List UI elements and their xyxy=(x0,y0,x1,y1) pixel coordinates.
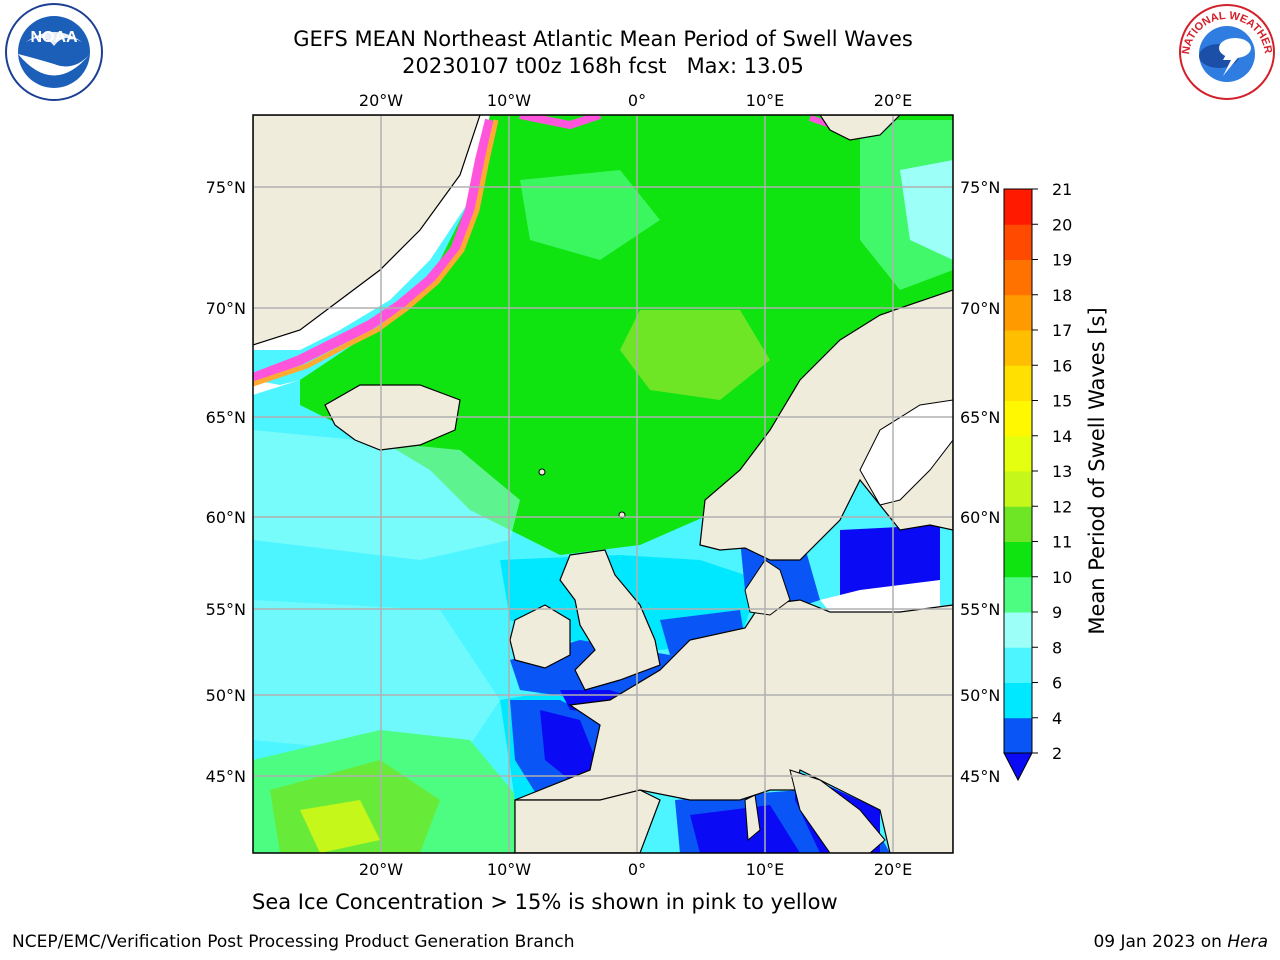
lat-label: 55°N xyxy=(960,600,1000,619)
colorbar-band xyxy=(1004,471,1032,507)
colorbar-tick-label: 15 xyxy=(1052,392,1072,411)
lon-label: 20°E xyxy=(874,860,912,879)
colorbar-band xyxy=(1004,612,1032,648)
chart-title: GEFS MEAN Northeast Atlantic Mean Period… xyxy=(293,27,913,51)
lat-label: 50°N xyxy=(206,686,246,705)
lat-label: 65°N xyxy=(960,408,1000,427)
colorbar-tick-label: 12 xyxy=(1052,497,1072,516)
colorbar-band xyxy=(1004,224,1032,260)
noaa-logo-text: NOAA xyxy=(30,29,78,46)
lat-labels-left: 75°N 70°N 65°N 60°N 55°N 50°N 45°N xyxy=(206,178,246,786)
colorbar-tick-label: 13 xyxy=(1052,462,1072,481)
colorbar-tick-label: 21 xyxy=(1052,180,1072,199)
colorbar-band xyxy=(1004,294,1032,331)
lon-label: 20°W xyxy=(359,91,403,110)
lon-label: 20°W xyxy=(359,860,403,879)
colorbar-tick-label: 17 xyxy=(1052,321,1072,340)
colorbar-band xyxy=(1004,647,1032,683)
colorbar-tick-label: 9 xyxy=(1052,603,1062,622)
colorbar-band xyxy=(1004,541,1032,578)
colorbar-tick-label: 16 xyxy=(1052,356,1072,375)
lat-label: 65°N xyxy=(206,408,246,427)
graticule xyxy=(253,115,953,853)
colorbar-tick-label: 4 xyxy=(1052,709,1062,728)
colorbar-tick-label: 20 xyxy=(1052,215,1072,234)
nws-logo: NATIONAL WEATHER SERVICE xyxy=(1176,2,1275,100)
lat-label: 60°N xyxy=(960,508,1000,527)
lat-label: 75°N xyxy=(206,178,246,197)
colorbar-under-arrow xyxy=(1003,752,1033,782)
lon-label: 10°E xyxy=(746,860,784,879)
footer-machine: Hera xyxy=(1227,932,1268,952)
lon-labels-bottom: 20°W 10°W 0° 10°E 20°E xyxy=(359,860,912,879)
footer-credit: NCEP/EMC/Verification Post Processing Pr… xyxy=(12,932,575,952)
colorbar-band xyxy=(1004,682,1032,719)
lat-label: 70°N xyxy=(206,299,246,318)
colorbar-band xyxy=(1004,435,1032,472)
colorbar-band xyxy=(1004,400,1032,437)
lon-label: 10°W xyxy=(487,91,531,110)
colorbar-tick-label: 6 xyxy=(1052,674,1062,693)
colorbar-tick-label: 8 xyxy=(1052,638,1062,657)
lon-label: 10°E xyxy=(746,91,784,110)
lat-labels-right: 75°N 70°N 65°N 60°N 55°N 50°N 45°N xyxy=(960,178,1000,786)
lat-label: 60°N xyxy=(206,508,246,527)
chart-subtitle: 20230107 t00z 168h fcst Max: 13.05 xyxy=(402,54,804,78)
colorbar-tick-label: 2 xyxy=(1052,744,1062,763)
colorbar-tick-label: 11 xyxy=(1052,533,1072,552)
sea-ice-note: Sea Ice Concentration > 15% is shown in … xyxy=(252,890,838,914)
colorbar-band xyxy=(1004,717,1032,754)
lat-label: 45°N xyxy=(206,767,246,786)
colorbar-band xyxy=(1004,506,1032,542)
colorbar-band xyxy=(1004,365,1032,401)
colorbar-band xyxy=(1004,259,1032,296)
lat-label: 55°N xyxy=(206,600,246,619)
colorbar-tick-label: 18 xyxy=(1052,286,1072,305)
colorbar-band xyxy=(1004,330,1032,366)
lon-labels-top: 20°W 10°W 0° 10°E 20°E xyxy=(359,91,912,110)
lat-label: 50°N xyxy=(960,686,1000,705)
colorbar-tick-label: 19 xyxy=(1052,251,1072,270)
lat-label: 75°N xyxy=(960,178,1000,197)
colorbar: 2 4 6 8 9 10 11 12 13 14 15 16 17 18 19 20 21 Mean Perio… xyxy=(1003,180,1109,782)
map-plot-area xyxy=(253,115,953,853)
lon-label: 20°E xyxy=(874,91,912,110)
colorbar-tick-label: 14 xyxy=(1052,427,1072,446)
footer-date-text: 09 Jan 2023 on xyxy=(1093,932,1222,952)
lat-label: 70°N xyxy=(960,299,1000,318)
footer-date: 09 Jan 2023 on Hera xyxy=(1093,932,1268,952)
colorbar-label: Mean Period of Swell Waves [s] xyxy=(1085,307,1109,634)
colorbar-band xyxy=(1004,189,1032,225)
noaa-logo: NOAA xyxy=(5,3,103,101)
lon-label: 0° xyxy=(628,91,646,110)
map-frame xyxy=(252,114,954,854)
lon-label: 10°W xyxy=(487,860,531,879)
colorbar-band xyxy=(1004,576,1032,613)
lat-label: 45°N xyxy=(960,767,1000,786)
colorbar-tick-label: 10 xyxy=(1052,568,1072,587)
lon-label: 0° xyxy=(628,860,646,879)
